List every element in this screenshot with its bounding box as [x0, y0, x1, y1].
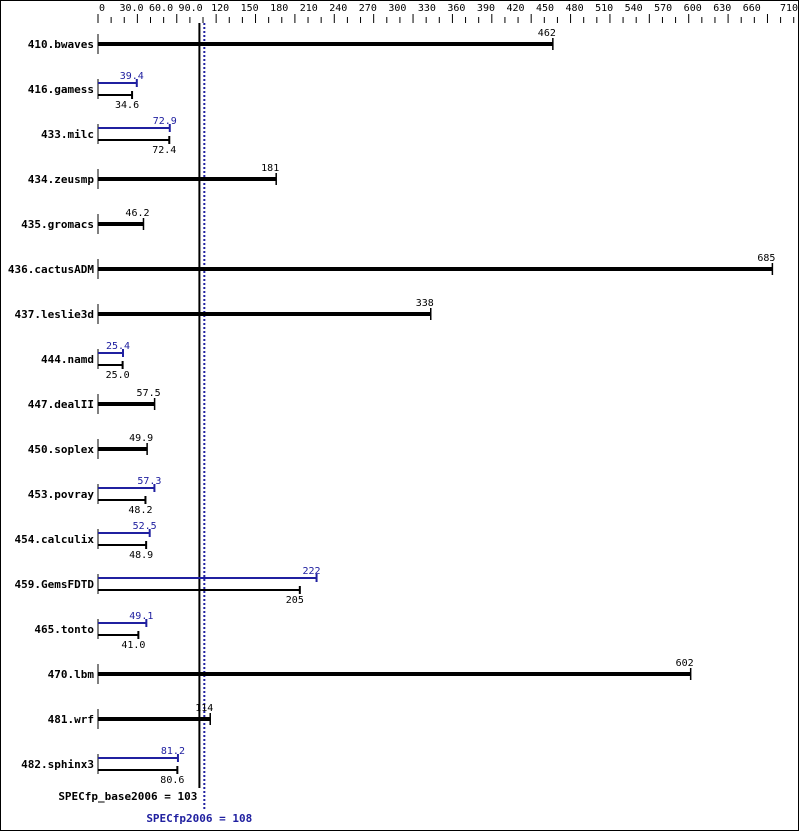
base-value-label: 72.4: [152, 145, 176, 156]
base-value-label: 685: [757, 253, 775, 264]
base-value-label: 181: [261, 163, 279, 174]
peak-value-label: 57.3: [137, 476, 161, 487]
benchmark-label: 410.bwaves: [28, 38, 94, 51]
base-bar: [98, 672, 691, 676]
base-reference-label: SPECfp_base2006 = 103: [58, 790, 197, 803]
x-tick-label: 710: [780, 3, 798, 14]
benchmark-label: 437.leslie3d: [15, 308, 94, 321]
x-tick-label: 540: [625, 3, 643, 14]
x-tick-label: 90.0: [179, 3, 203, 14]
peak-value-label: 72.9: [153, 116, 177, 127]
peak-bar: [98, 622, 147, 624]
peak-reference-label: SPECfp2006 = 108: [146, 812, 252, 825]
peak-value-label: 222: [303, 566, 321, 577]
base-bar: [98, 589, 300, 591]
benchmark-label: 482.sphinx3: [21, 758, 94, 771]
base-value-label: 48.2: [128, 505, 152, 516]
x-tick-label: 0: [99, 3, 105, 14]
base-value-label: 41.0: [121, 640, 145, 651]
base-bar: [98, 177, 277, 181]
x-tick-label: 330: [418, 3, 436, 14]
x-tick-label: 510: [595, 3, 613, 14]
peak-value-label: 81.2: [161, 746, 185, 757]
x-tick-label: 270: [359, 3, 377, 14]
base-value-label: 57.5: [137, 388, 161, 399]
base-value-label: 80.6: [160, 775, 184, 786]
base-bar: [98, 634, 139, 636]
x-tick-label: 600: [684, 3, 702, 14]
peak-value-label: 39.4: [120, 71, 144, 82]
base-value-label: 25.0: [106, 370, 130, 381]
base-bar: [98, 94, 133, 96]
base-value-label: 205: [286, 595, 304, 606]
peak-value-label: 49.1: [129, 611, 153, 622]
benchmark-label: 454.calculix: [15, 533, 95, 546]
x-tick-label: 360: [447, 3, 465, 14]
x-tick-label: 180: [270, 3, 288, 14]
x-tick-label: 240: [329, 3, 347, 14]
benchmark-label: 470.lbm: [48, 668, 95, 681]
base-value-label: 338: [416, 298, 434, 309]
benchmark-label: 453.povray: [28, 488, 95, 501]
x-tick-label: 30.0: [119, 3, 143, 14]
peak-value-label: 25.4: [106, 341, 130, 352]
base-bar: [98, 717, 211, 721]
x-tick-label: 300: [388, 3, 406, 14]
x-tick-label: 120: [211, 3, 229, 14]
base-bar: [98, 267, 773, 271]
x-tick-label: 150: [241, 3, 259, 14]
peak-bar: [98, 82, 137, 84]
base-bar: [98, 544, 147, 546]
benchmark-label: 465.tonto: [34, 623, 94, 636]
peak-bar: [98, 757, 178, 759]
base-bar: [98, 42, 553, 46]
x-tick-label: 570: [654, 3, 672, 14]
benchmark-label: 444.namd: [41, 353, 94, 366]
base-value-label: 114: [195, 703, 213, 714]
base-bar: [98, 499, 146, 501]
benchmark-label: 435.gromacs: [21, 218, 94, 231]
x-tick-label: 630: [713, 3, 731, 14]
base-value-label: 48.9: [129, 550, 153, 561]
base-value-label: 49.9: [129, 433, 153, 444]
peak-bar: [98, 352, 124, 354]
base-value-label: 462: [538, 28, 556, 39]
x-tick-label: 390: [477, 3, 495, 14]
x-tick-label: 480: [566, 3, 584, 14]
x-tick-label: 420: [506, 3, 524, 14]
base-bar: [98, 312, 431, 316]
base-value-label: 46.2: [125, 208, 149, 219]
x-tick-label: 660: [743, 3, 761, 14]
peak-bar: [98, 532, 150, 534]
base-bar: [98, 364, 123, 366]
base-bar: [98, 447, 148, 451]
x-tick-label: 210: [300, 3, 318, 14]
benchmark-label: 459.GemsFDTD: [15, 578, 95, 591]
peak-bar: [98, 577, 317, 579]
base-value-label: 34.6: [115, 100, 139, 111]
base-bar: [98, 222, 144, 226]
base-bar: [98, 139, 170, 141]
peak-value-label: 52.5: [133, 521, 157, 532]
base-bar: [98, 402, 155, 406]
peak-bar: [98, 127, 170, 129]
benchmark-label: 450.soplex: [28, 443, 95, 456]
x-tick-label: 450: [536, 3, 554, 14]
base-value-label: 602: [676, 658, 694, 669]
peak-bar: [98, 487, 155, 489]
benchmark-label: 447.dealII: [28, 398, 94, 411]
benchmark-label: 416.gamess: [28, 83, 94, 96]
x-tick-label: 60.0: [149, 3, 173, 14]
benchmark-label: 481.wrf: [48, 713, 94, 726]
benchmark-label: 434.zeusmp: [28, 173, 95, 186]
benchmark-label: 436.cactusADM: [8, 263, 94, 276]
benchmark-label: 433.milc: [41, 128, 94, 141]
base-bar: [98, 769, 178, 771]
